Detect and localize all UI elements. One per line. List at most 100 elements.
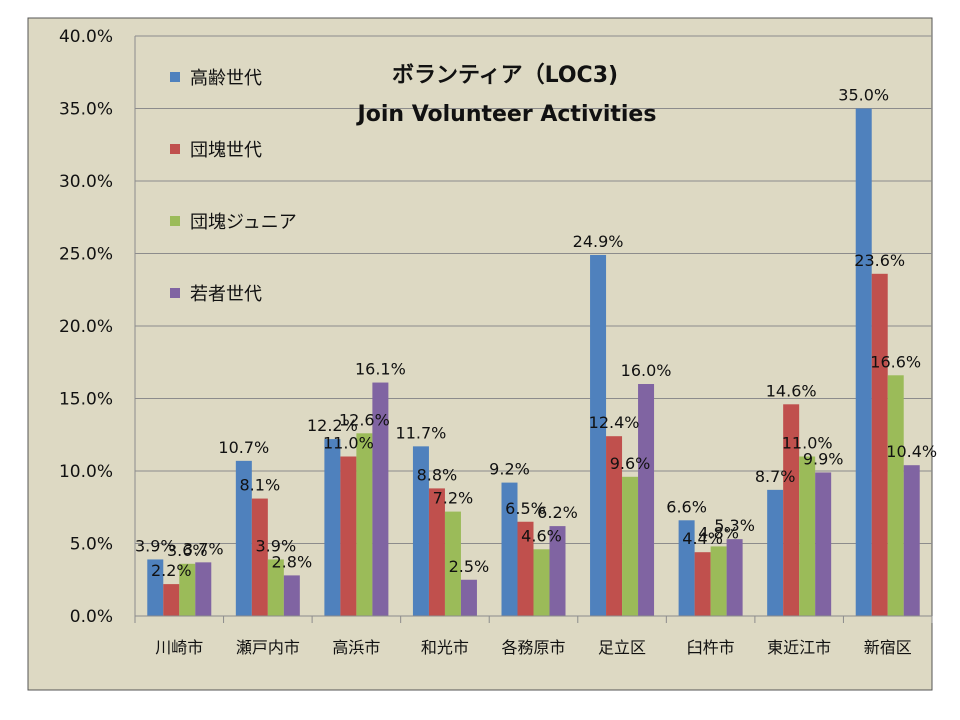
legend-label: 団塊世代 — [190, 140, 262, 161]
data-label: 6.2% — [537, 503, 578, 522]
bar — [549, 526, 566, 616]
bar — [267, 559, 284, 616]
data-label: 2.5% — [449, 557, 490, 576]
category-label: 川崎市 — [155, 638, 203, 657]
data-label: 12.6% — [339, 410, 390, 429]
data-label: 2.2% — [151, 561, 192, 580]
category-label: 足立区 — [598, 638, 646, 657]
bar — [195, 562, 212, 616]
data-label: 14.6% — [766, 381, 817, 400]
data-label: 3.9% — [135, 536, 176, 555]
bar — [428, 488, 445, 616]
legend-label: 高齢世代 — [190, 68, 262, 89]
bar — [855, 108, 872, 616]
bar — [590, 254, 607, 616]
data-label: 7.2% — [433, 489, 474, 508]
y-tick-label: 25.0% — [59, 245, 113, 265]
data-label: 23.6% — [854, 251, 905, 270]
bar — [694, 552, 711, 616]
bar — [871, 273, 888, 616]
bar — [887, 375, 904, 616]
data-label: 16.6% — [870, 352, 921, 371]
data-label: 4.6% — [521, 526, 562, 545]
data-label: 9.2% — [489, 460, 530, 479]
bar — [235, 460, 252, 616]
bar — [517, 521, 534, 616]
bar — [324, 439, 341, 616]
data-label: 3.9% — [256, 536, 297, 555]
data-label: 5.3% — [714, 516, 755, 535]
bar — [710, 546, 727, 616]
category-label: 臼杵市 — [687, 638, 735, 657]
bar — [606, 436, 623, 616]
bar — [147, 559, 164, 616]
data-label: 16.0% — [621, 361, 672, 380]
y-tick-label: 10.0% — [59, 462, 113, 482]
data-label: 16.1% — [355, 360, 406, 379]
data-label: 8.1% — [240, 476, 281, 495]
bar — [251, 498, 268, 616]
legend-swatch — [170, 288, 180, 298]
data-label: 11.7% — [396, 423, 447, 442]
data-label: 2.8% — [272, 552, 313, 571]
bars — [147, 108, 920, 616]
y-axis-ticks: 0.0% 5.0% 10.0% 15.0% 20.0% 25.0% 30.0% 35.0% 40… — [59, 27, 113, 627]
bar — [179, 563, 196, 616]
legend-swatch — [170, 72, 180, 82]
category-label: 新宿区 — [864, 638, 912, 657]
data-label: 4.4% — [682, 529, 723, 548]
data-label: 10.7% — [218, 438, 269, 457]
bar — [767, 489, 784, 616]
data-labels: 3.9% 10.7% 12.2% 11.7% 9.2% 24.9% 6.6% 8.7% 35.0… — [135, 86, 937, 581]
bar — [460, 579, 477, 616]
legend-label: 団塊ジュニア — [190, 212, 297, 233]
category-label: 瀬戸内市 — [236, 638, 300, 657]
y-tick-label: 35.0% — [59, 100, 113, 120]
data-label: 9.6% — [610, 454, 651, 473]
data-label: 24.9% — [573, 232, 624, 251]
chart-subtitle: Join Volunteer Activities — [356, 102, 657, 127]
bar — [533, 549, 550, 616]
legend-label: 若者世代 — [190, 284, 262, 305]
bar — [340, 456, 357, 616]
data-label: 6.5% — [505, 499, 546, 518]
y-tick-label: 40.0% — [59, 27, 113, 47]
y-tick-label: 20.0% — [59, 317, 113, 337]
data-label: 9.9% — [803, 449, 844, 468]
x-axis-categories: 川崎市 瀬戸内市 高浜市 和光市 各務原市 足立区 臼杵市 東近江市 新宿区 — [155, 638, 911, 657]
category-label: 高浜市 — [332, 638, 380, 657]
bar — [726, 539, 743, 616]
bar — [444, 511, 461, 616]
bar — [163, 584, 180, 616]
data-label: 12.2% — [307, 416, 358, 435]
bar — [799, 456, 816, 616]
data-label: 11.0% — [323, 434, 374, 453]
data-label: 3.6% — [167, 541, 208, 560]
bar — [412, 446, 429, 616]
legend-swatch — [170, 216, 180, 226]
data-label: 6.6% — [666, 497, 707, 516]
data-label: 8.8% — [417, 465, 458, 484]
bar — [815, 472, 832, 616]
bar — [372, 382, 389, 616]
data-label: 35.0% — [838, 86, 889, 105]
chart-title: ボランティア（LOC3) — [392, 63, 618, 88]
bar — [783, 404, 800, 616]
bar — [283, 575, 300, 616]
data-label: 12.4% — [589, 413, 640, 432]
bar — [356, 433, 373, 616]
y-tick-label: 5.0% — [70, 535, 113, 555]
data-label: 11.0% — [782, 434, 833, 453]
y-tick-label: 30.0% — [59, 172, 113, 192]
bar — [903, 465, 920, 616]
y-tick-label: 0.0% — [70, 607, 113, 627]
legend-swatch — [170, 144, 180, 154]
axes — [134, 36, 933, 623]
category-label: 各務原市 — [501, 638, 565, 657]
data-label: 4.8% — [698, 523, 739, 542]
bar — [638, 384, 655, 616]
bar — [622, 476, 639, 616]
